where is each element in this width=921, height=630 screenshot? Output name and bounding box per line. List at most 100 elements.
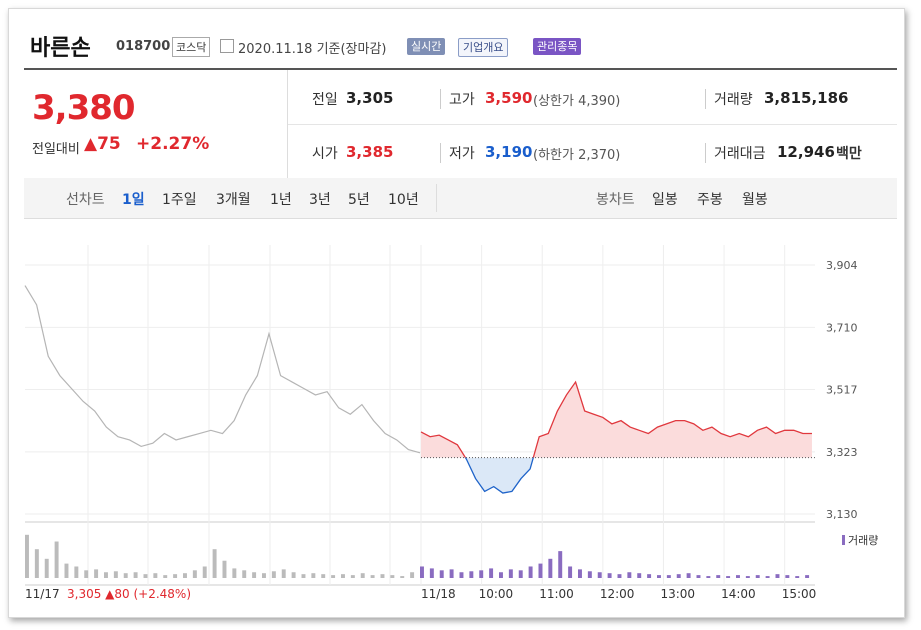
volume-bar bbox=[370, 575, 375, 578]
volume-bar bbox=[380, 574, 385, 578]
tab[interactable]: 1년 bbox=[270, 192, 292, 208]
calendar-icon bbox=[220, 39, 234, 53]
volume-bar bbox=[726, 576, 731, 578]
volume-bar bbox=[133, 572, 138, 578]
volume-bar bbox=[686, 573, 691, 578]
tab-label: 봉차트 bbox=[596, 192, 635, 208]
volume-bar bbox=[548, 558, 553, 578]
volume-bar bbox=[341, 574, 345, 578]
volume-bar bbox=[420, 566, 424, 578]
volume-bar bbox=[113, 571, 118, 578]
stat-value: 3,385 bbox=[346, 143, 394, 161]
tab-label: 선차트 bbox=[66, 192, 105, 208]
tab[interactable]: 월봉 bbox=[742, 192, 768, 208]
volume-bar bbox=[479, 570, 484, 578]
volume-bar bbox=[143, 574, 148, 578]
volume-bar bbox=[44, 558, 49, 578]
tab[interactable]: 일봉 bbox=[652, 192, 678, 208]
volume-bar bbox=[637, 573, 642, 578]
tab[interactable]: 10년 bbox=[388, 192, 419, 208]
volume-bar bbox=[321, 574, 326, 578]
stat-value: 3,190 bbox=[485, 143, 533, 161]
date-label: 11/18 bbox=[421, 587, 456, 601]
x-tick-label: 13:00 bbox=[660, 587, 695, 601]
down-line bbox=[464, 457, 534, 494]
volume-bar bbox=[439, 570, 444, 578]
volume-bar bbox=[607, 573, 612, 578]
volume-bar bbox=[54, 541, 59, 578]
volume-bar bbox=[242, 570, 247, 578]
x-tick-label: 12:00 bbox=[600, 587, 635, 601]
volume-bar bbox=[311, 573, 316, 578]
x-tick-label: 10:00 bbox=[479, 587, 514, 601]
stat-value: 3,815,186 bbox=[764, 89, 849, 107]
y-tick-label: 3,323 bbox=[826, 446, 858, 459]
price: 3,380 bbox=[32, 88, 136, 128]
volume-bar bbox=[755, 575, 760, 578]
volume-bar bbox=[291, 572, 296, 578]
volume-bar bbox=[736, 575, 740, 578]
tab[interactable]: 3년 bbox=[309, 192, 331, 208]
previous-day-line bbox=[24, 285, 421, 454]
divider bbox=[287, 70, 288, 178]
volume-bar bbox=[202, 566, 207, 578]
change: ▲75 bbox=[84, 134, 121, 154]
stat-note: (상한가 4,390) bbox=[533, 94, 621, 109]
volume-bar bbox=[696, 575, 701, 578]
stat-label: 고가 bbox=[440, 89, 475, 109]
managed-badge[interactable]: 관리종목 bbox=[533, 38, 582, 55]
stat-note: (하한가 2,370) bbox=[533, 148, 621, 163]
up-area bbox=[421, 382, 812, 458]
volume-bar bbox=[360, 573, 365, 578]
x-tick-label: 15:00 bbox=[782, 587, 817, 601]
stat-value: 3,590 bbox=[485, 89, 533, 107]
volume-bar bbox=[489, 568, 494, 578]
tab[interactable]: 1주일 bbox=[162, 192, 197, 208]
volume-bar bbox=[657, 575, 661, 578]
stock-name: 바른손 bbox=[30, 36, 91, 61]
volume-bar bbox=[123, 573, 128, 578]
stat-label: 시가 bbox=[312, 146, 338, 162]
stat-label: 거래량 bbox=[705, 89, 753, 109]
volume-bar bbox=[262, 573, 266, 578]
volume-bar bbox=[568, 566, 573, 578]
volume-bar bbox=[390, 575, 395, 578]
volume-bar bbox=[706, 576, 711, 578]
divider bbox=[436, 184, 437, 212]
tab[interactable]: 5년 bbox=[348, 192, 370, 208]
legend-swatch bbox=[842, 535, 845, 545]
tab[interactable]: 3개월 bbox=[216, 192, 251, 208]
volume-bar bbox=[785, 575, 790, 578]
realtime-button[interactable]: 실시간 bbox=[407, 38, 446, 55]
volume-bar bbox=[775, 574, 780, 578]
volume-bar bbox=[400, 576, 405, 578]
y-tick-label: 3,130 bbox=[826, 508, 858, 521]
volume-bar bbox=[587, 571, 592, 578]
stat-label: 전일 bbox=[312, 92, 338, 108]
volume-bar bbox=[647, 574, 652, 578]
summary: 3,305 ▲80 (+2.48%) bbox=[67, 587, 191, 601]
volume-bar bbox=[192, 570, 197, 578]
volume-bar bbox=[183, 573, 187, 578]
volume-bar bbox=[627, 572, 632, 578]
volume-bar bbox=[765, 576, 770, 578]
stat-value: 3,305 bbox=[346, 89, 394, 107]
volume-bar bbox=[410, 572, 415, 578]
volume-bar bbox=[64, 563, 69, 578]
tab[interactable]: 주봉 bbox=[697, 192, 723, 208]
volume-bar bbox=[271, 571, 276, 578]
volume-bar bbox=[469, 571, 474, 578]
volume-bar bbox=[676, 574, 681, 578]
volume-bar bbox=[252, 572, 257, 578]
tab[interactable]: 1일 bbox=[122, 192, 145, 208]
volume-bar bbox=[795, 576, 800, 578]
volume-bar bbox=[459, 572, 464, 578]
company-button[interactable]: 기업개요 bbox=[458, 38, 509, 57]
volume-bar bbox=[518, 570, 523, 578]
volume-bar bbox=[34, 549, 39, 578]
volume-bar bbox=[528, 566, 533, 578]
stock-code: 018700 bbox=[116, 39, 171, 54]
volume-bar bbox=[94, 569, 99, 578]
y-tick-label: 3,517 bbox=[826, 383, 858, 396]
